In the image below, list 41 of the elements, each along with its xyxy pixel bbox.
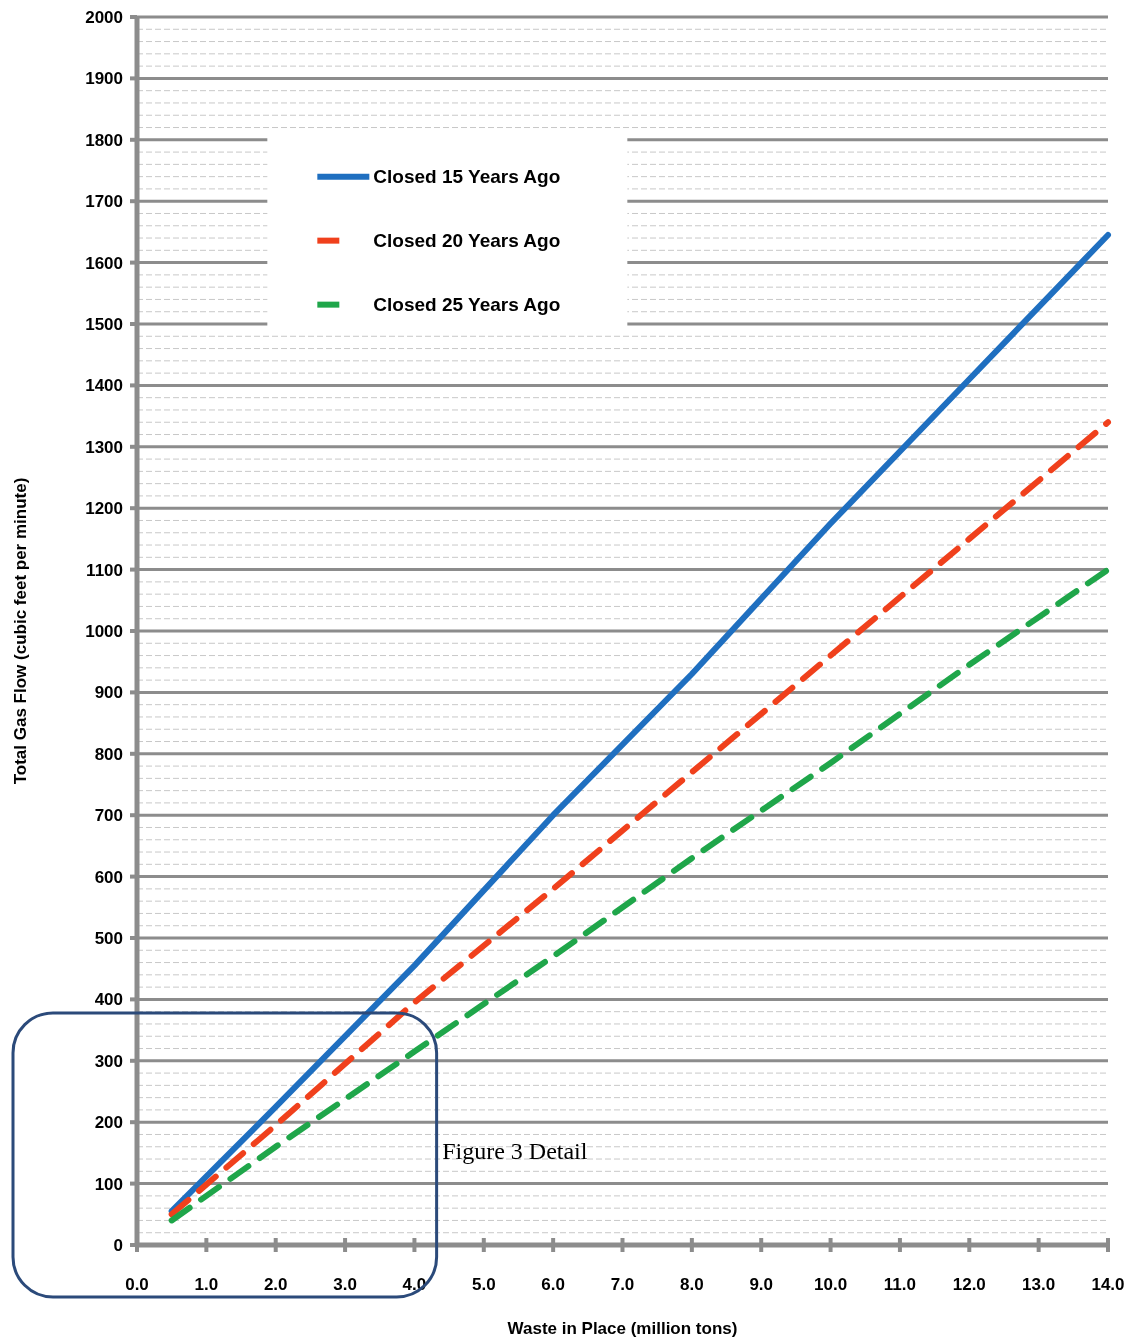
x-tick-label: 11.0: [883, 1275, 917, 1294]
x-tick-label: 6.0: [541, 1275, 565, 1294]
x-tick-label: 1.0: [194, 1275, 219, 1294]
x-tick-label: 10.0: [814, 1275, 848, 1294]
y-tick-label: 1600: [85, 253, 123, 273]
x-tick-label: 13.0: [1022, 1275, 1056, 1294]
y-tick-label: 500: [94, 928, 123, 948]
x-axis-title: Waste in Place (million tons): [507, 1319, 738, 1338]
y-tick-label: 2000: [85, 7, 123, 27]
y-tick-label: 1000: [85, 621, 123, 641]
y-tick-label: 0: [113, 1235, 123, 1255]
y-tick-label: 1400: [85, 376, 123, 396]
legend-label: Closed 15 Years Ago: [373, 166, 561, 188]
annotation: Figure 3 Detail: [442, 1138, 588, 1165]
y-tick-label: 700: [94, 806, 123, 826]
x-tick-label: 3.0: [333, 1275, 357, 1294]
y-tick-label: 1300: [85, 437, 123, 457]
x-tick-label: 7.0: [610, 1275, 635, 1294]
y-tick-label: 900: [94, 683, 123, 703]
x-tick-label: 12.0: [952, 1275, 986, 1294]
y-tick-label: 800: [94, 744, 123, 764]
y-tick-label: 1100: [86, 560, 123, 580]
x-tick-label: 5.0: [471, 1275, 496, 1294]
y-tick-label: 1900: [85, 69, 123, 89]
legend-label: Closed 20 Years Ago: [373, 230, 561, 252]
y-tick-label: 1700: [85, 192, 123, 212]
y-tick-label: 400: [94, 990, 123, 1010]
x-tick-label: 9.0: [749, 1275, 774, 1294]
x-tick-label: 14.0: [1091, 1275, 1125, 1294]
x-tick-label: 0.0: [125, 1275, 149, 1294]
y-tick-label: 1800: [85, 130, 123, 150]
legend-label: Closed 25 Years Ago: [373, 294, 561, 316]
y-axis-title: Total Gas Flow (cubic feet per minute): [11, 477, 30, 785]
y-tick-label: 200: [94, 1113, 123, 1133]
y-tick-label: 600: [94, 867, 123, 887]
y-tick-label: 1500: [85, 314, 123, 334]
x-tick-label: 2.0: [263, 1275, 288, 1294]
y-tick-label: 300: [94, 1051, 123, 1071]
y-tick-label: 100: [94, 1174, 123, 1194]
y-tick-label: 1200: [85, 499, 123, 519]
x-tick-label: 8.0: [680, 1275, 704, 1294]
